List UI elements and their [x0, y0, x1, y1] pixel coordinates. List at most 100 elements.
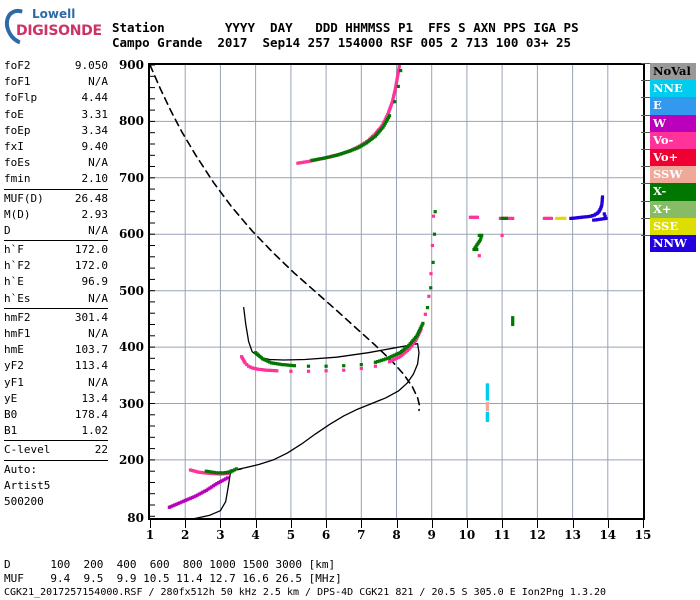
param-group-virtual-heights: h`F 172.0 h`F2 172.0 h`E 96.9 h`Es N/A [4, 242, 108, 307]
param-row: hmF1 N/A [4, 326, 108, 342]
param-row: fxI 9.40 [4, 139, 108, 155]
divider [4, 240, 108, 242]
param-key: yE [4, 391, 18, 405]
legend-ticks [641, 63, 650, 252]
series-x-trace-f2-x- [254, 210, 437, 368]
param-key: hmF1 [4, 327, 31, 340]
x-tick-label: 8 [392, 528, 401, 542]
param-group-clevel: C-level 22 [4, 442, 108, 458]
x-tick-mark [185, 520, 187, 528]
x-tick-label: 6 [321, 528, 331, 542]
x-tick-mark [290, 520, 292, 528]
param-key: h`Es [4, 291, 31, 305]
x-tick-label: 7 [357, 528, 366, 542]
param-key: foF2 [4, 59, 31, 72]
autoscaler-code: 500200 [4, 494, 44, 508]
x-tick-mark [255, 520, 257, 528]
param-group-profile: hmF2 301.4 hmF1 N/A hmE 103.7 yF2 113.4 yF1 N… [4, 310, 108, 440]
param-value: 3.31 [81, 107, 109, 121]
series-spread-sse [555, 216, 567, 220]
legend-tick [641, 148, 650, 166]
x-tick-label: 4 [251, 528, 260, 542]
param-value: N/A [88, 327, 108, 340]
legend-item-x-[interactable]: X+ [650, 200, 696, 218]
y-tick-label: 200 [118, 452, 144, 467]
param-row: foFlp 4.44 [4, 90, 108, 106]
x-tick-mark [396, 520, 398, 528]
curve-muf-dashed-curve [150, 65, 421, 412]
param-value: 172.0 [74, 259, 108, 273]
legend-item-noval[interactable]: NoVal [650, 63, 696, 81]
legend-tick [641, 114, 650, 132]
legend-tick [641, 234, 650, 252]
param-key: h`E [4, 275, 24, 289]
param-key: foF1 [4, 75, 31, 89]
legend-item-w[interactable]: W [650, 114, 696, 132]
param-key: C-level [4, 443, 51, 457]
legend-item-nnw[interactable]: NNW [650, 234, 696, 253]
param-key: M(D) [4, 207, 31, 221]
logo-brand-bottom: DIGISONDE [16, 23, 102, 39]
legend-item-sse[interactable]: SSE [650, 217, 696, 235]
param-row: hmE 103.7 [4, 342, 108, 358]
param-key: D [4, 223, 11, 237]
station-header-line2: Campo Grande 2017 Sep14 257 154000 RSF 0… [112, 35, 572, 50]
param-value: 301.4 [74, 310, 108, 324]
param-value: 9.050 [74, 59, 108, 72]
param-value: 172.0 [74, 243, 108, 257]
footer-distance-line: D 100 200 400 600 800 1000 1500 3000 [km… [4, 558, 336, 571]
ionogram-plot[interactable] [148, 63, 645, 520]
param-key: foEp [4, 123, 31, 137]
series-f-region-spread-nnw [569, 195, 608, 222]
x-tick-label: 3 [216, 528, 225, 542]
series-vertical-streak-nne [485, 383, 489, 422]
legend-tick [641, 200, 650, 218]
x-tick-mark [326, 520, 328, 528]
param-key: foEs [4, 156, 31, 170]
x-tick-label: 2 [181, 528, 190, 542]
param-key: foE [4, 107, 24, 121]
legend-item-ssw[interactable]: SSW [650, 166, 696, 184]
y-axis-ticks [150, 65, 155, 517]
param-row: fmin 2.10 [4, 171, 108, 187]
param-value: 103.7 [74, 343, 108, 357]
legend-tick [641, 131, 650, 149]
ionogram-canvas[interactable] [150, 65, 643, 518]
divider [4, 188, 108, 190]
legend-item-x-[interactable]: X- [650, 183, 696, 201]
param-value: 13.4 [81, 391, 109, 405]
legend-item-nne[interactable]: NNE [650, 80, 696, 98]
param-row: foF1 N/A [4, 74, 108, 90]
divider [4, 459, 108, 461]
x-tick-mark [220, 520, 222, 528]
param-value: 9.40 [81, 139, 109, 153]
ionospheric-parameters-panel: foF2 9.050 foF1 N/A foFlp 4.44 foE 3.31 foEp… [4, 58, 108, 510]
x-tick-mark [607, 520, 609, 528]
legend-item-e[interactable]: E [650, 97, 696, 115]
param-key: yF1 [4, 375, 24, 389]
param-row: yF1 N/A [4, 375, 108, 391]
series-2f2-multi-hop-x-x- [310, 69, 403, 162]
param-row: D N/A [4, 223, 108, 239]
polarization-legend: NoVal NNE E W Vo- Vo+ SSW X- X+ SSE NNW [650, 63, 696, 253]
y-axis-labels: 80 200 300 400 500 600 700 800 900 [104, 0, 144, 600]
param-row: foEp 3.34 [4, 123, 108, 139]
param-row: C-level 22 [4, 442, 108, 458]
param-value: 96.9 [81, 275, 109, 289]
footer-info: D 100 200 400 600 800 1000 1500 3000 [km… [4, 558, 606, 600]
param-key: fmin [4, 172, 31, 186]
x-tick-label: 14 [599, 528, 617, 542]
autoscaler-name: Artist5 [4, 478, 51, 492]
param-row: foF2 9.050 [4, 58, 108, 74]
legend-item-vo-[interactable]: Vo- [650, 131, 696, 149]
param-row: yE 13.4 [4, 391, 108, 407]
param-value: N/A [88, 156, 108, 170]
param-key: yF2 [4, 359, 24, 373]
param-value: 2.10 [81, 172, 109, 186]
legend-tick [641, 63, 650, 80]
param-row: h`F2 172.0 [4, 258, 108, 274]
curve-electron-density-profile [194, 306, 420, 518]
x-tick-label: 15 [634, 528, 652, 542]
param-value: 3.34 [81, 123, 109, 137]
legend-item-vo-[interactable]: Vo+ [650, 148, 696, 167]
